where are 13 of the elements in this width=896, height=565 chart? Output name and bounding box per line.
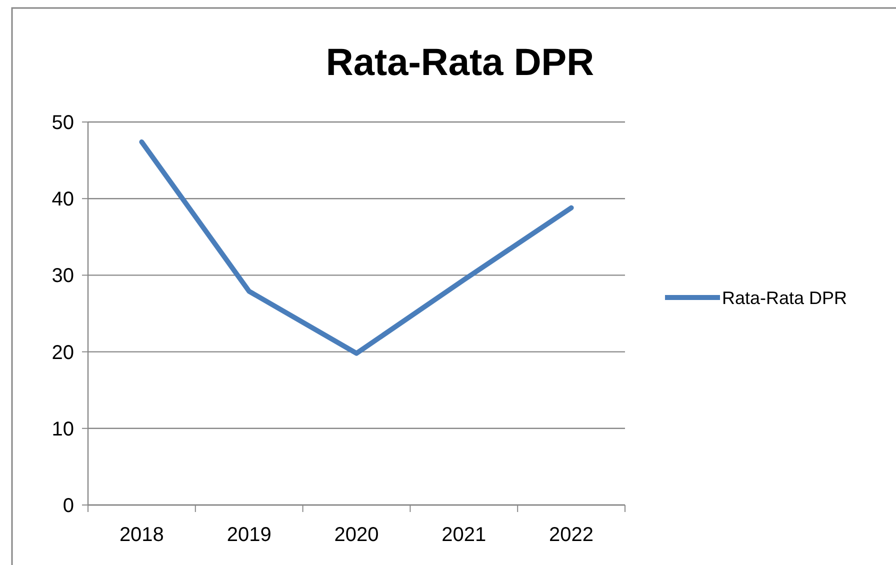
chart-title: Rata-Rata DPR: [326, 42, 594, 84]
x-tick-label: 2020: [334, 524, 379, 546]
y-tick-label: 30: [52, 265, 74, 288]
x-tick-label: 2019: [226, 524, 272, 546]
x-tick-label: 2018: [119, 524, 164, 546]
y-tick-label: 50: [52, 112, 74, 134]
y-tick-label: 10: [52, 418, 74, 440]
y-tick-label: 40: [52, 188, 74, 211]
y-tick-label: 0: [62, 495, 74, 517]
x-tick-label: 2022: [549, 524, 594, 546]
y-tick-label: 20: [52, 342, 74, 364]
x-tick-label: 2021: [442, 524, 486, 546]
legend-label: Rata-Rata DPR: [722, 288, 848, 308]
